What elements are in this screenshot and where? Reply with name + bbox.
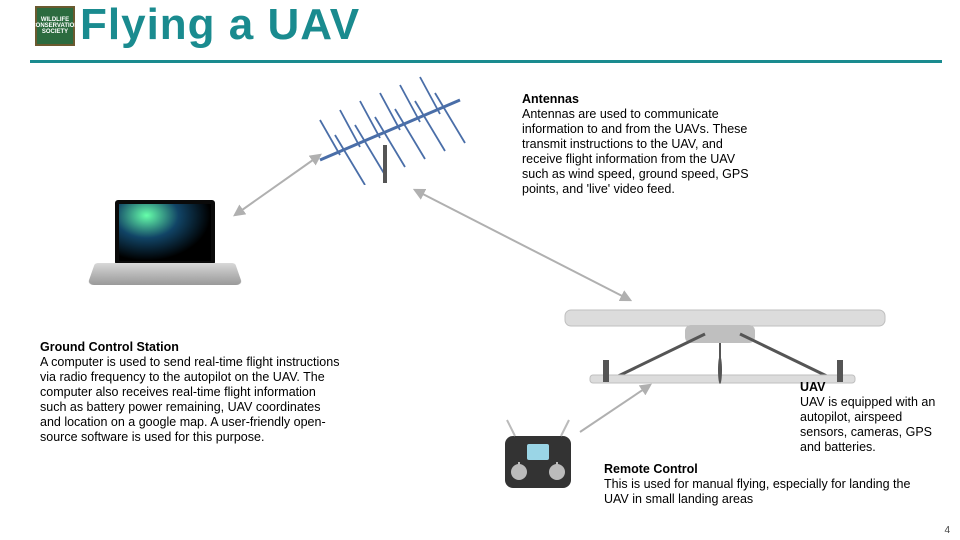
remote-text: Remote Control This is used for manual f… [604,462,914,507]
logo-line3: SOCIETY [42,29,68,35]
slide-title: Flying a UAV [80,0,360,50]
antennas-text: Antennas Antennas are used to communicat… [522,92,752,197]
remote-body: This is used for manual flying, especial… [604,477,910,506]
page-number: 4 [944,525,950,536]
title-underline [30,60,942,63]
laptop-base [87,263,242,285]
remote-control-graphic [493,418,583,498]
slide: WILDLIFE CONSERVATION SOCIETY Flying a U… [0,0,960,540]
laptop-graphic [95,200,235,300]
laptop-screen [115,200,215,265]
gcs-body: A computer is used to send real-time fli… [40,355,339,444]
uav-heading: UAV [800,380,825,394]
antennas-body: Antennas are used to communicate informa… [522,107,749,196]
antenna-graphic [310,75,490,185]
uav-text: UAV UAV is equipped with an autopilot, a… [800,380,952,455]
ground-control-text: Ground Control Station A computer is use… [40,340,340,445]
gcs-heading: Ground Control Station [40,340,179,354]
laptop-to-antenna [235,155,320,215]
remote-heading: Remote Control [604,462,698,476]
antennas-heading: Antennas [522,92,579,106]
wcs-logo: WILDLIFE CONSERVATION SOCIETY [35,6,75,46]
uav-body: UAV is equipped with an autopilot, airsp… [800,395,935,454]
